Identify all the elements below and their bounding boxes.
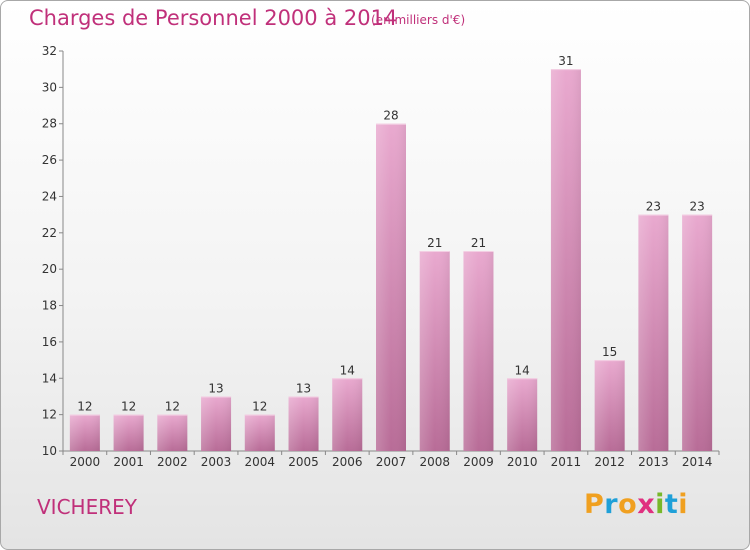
data-label: 12 xyxy=(165,400,180,414)
x-tick-label: 2003 xyxy=(201,455,232,469)
x-tick-label: 2000 xyxy=(70,455,101,469)
logo-letter: i xyxy=(655,489,665,520)
data-label: 14 xyxy=(340,363,355,377)
data-label: 23 xyxy=(646,200,661,214)
bar-shine-2011 xyxy=(550,69,581,451)
x-tick-label: 2014 xyxy=(682,455,713,469)
data-label: 12 xyxy=(121,400,136,414)
town-name: VICHEREY xyxy=(37,495,137,519)
chart-title: Charges de Personnel 2000 à 2014 xyxy=(29,6,398,30)
axes: 10 12 14 16 18 20 22 24 26 28 30 32 2000 2001 2002 2003… xyxy=(42,44,720,469)
x-tick-label: 2005 xyxy=(288,455,319,469)
data-label: 13 xyxy=(208,381,223,395)
bar-shine-2007 xyxy=(376,123,406,452)
data-label: 15 xyxy=(602,345,617,359)
logo-letter: x xyxy=(637,489,656,520)
data-label: 21 xyxy=(471,236,486,250)
bar-shine-2001 xyxy=(113,414,144,451)
x-tick-label: 2011 xyxy=(551,455,582,469)
x-tick-label: 2002 xyxy=(157,455,188,469)
data-label: 12 xyxy=(252,400,267,414)
x-tick-label: 2013 xyxy=(638,455,669,469)
proxiti-logo: Proxiti xyxy=(584,489,688,520)
data-label: 12 xyxy=(77,400,92,414)
logo-letter: o xyxy=(618,489,638,520)
x-tick-label: 2007 xyxy=(376,455,407,469)
bars xyxy=(69,69,713,452)
data-label: 14 xyxy=(515,363,530,377)
bar-shine-2014 xyxy=(682,214,713,451)
x-tick-label: 2008 xyxy=(419,455,450,469)
logo-letter: t xyxy=(664,489,679,520)
bar-shine-2008 xyxy=(419,251,450,451)
y-tick-label: 26 xyxy=(42,153,57,167)
y-tick-label: 18 xyxy=(42,299,57,313)
logo-letter: r xyxy=(604,489,619,520)
data-label: 23 xyxy=(689,200,704,214)
y-tick-label: 10 xyxy=(42,444,57,458)
x-tick-label: 2006 xyxy=(332,455,363,469)
y-tick-label: 28 xyxy=(42,117,57,131)
bar-shine-2004 xyxy=(244,414,275,451)
y-tick-label: 20 xyxy=(42,262,57,276)
y-tick-label: 16 xyxy=(42,335,57,349)
x-tick-label: 2001 xyxy=(113,455,144,469)
x-tick-label: 2012 xyxy=(594,455,625,469)
y-tick-label: 32 xyxy=(42,44,57,58)
y-tick-label: 14 xyxy=(42,371,57,385)
y-tick-label: 24 xyxy=(42,189,57,203)
x-tick-label: 2009 xyxy=(463,455,494,469)
bar-shine-2000 xyxy=(69,414,100,451)
data-label: 21 xyxy=(427,236,442,250)
x-tick-label: 2010 xyxy=(507,455,538,469)
y-tick-label: 12 xyxy=(42,408,57,422)
x-tick-label: 2004 xyxy=(245,455,276,469)
y-tick-label: 30 xyxy=(42,80,57,94)
bar-shine-2005 xyxy=(288,396,319,451)
bar-shine-2012 xyxy=(594,360,625,451)
data-label: 31 xyxy=(558,54,573,68)
data-label: 13 xyxy=(296,381,311,395)
data-label: 28 xyxy=(383,109,398,123)
data-labels: 12 12 12 13 12 13 14 28 21 21 14 31 15 23 23 xyxy=(77,54,705,413)
y-tick-label: 22 xyxy=(42,226,57,240)
bar-shine-2010 xyxy=(507,378,538,451)
bar-shine-2013 xyxy=(638,214,669,451)
bar-shine-2006 xyxy=(332,378,363,451)
logo-letter: i xyxy=(678,489,689,520)
bar-shine-2002 xyxy=(157,414,188,451)
logo-letter: P xyxy=(584,489,605,520)
chart-subtitle: (en milliers d'€) xyxy=(371,13,466,27)
bar-shine-2009 xyxy=(463,251,494,451)
bar-shine-2003 xyxy=(201,396,232,451)
